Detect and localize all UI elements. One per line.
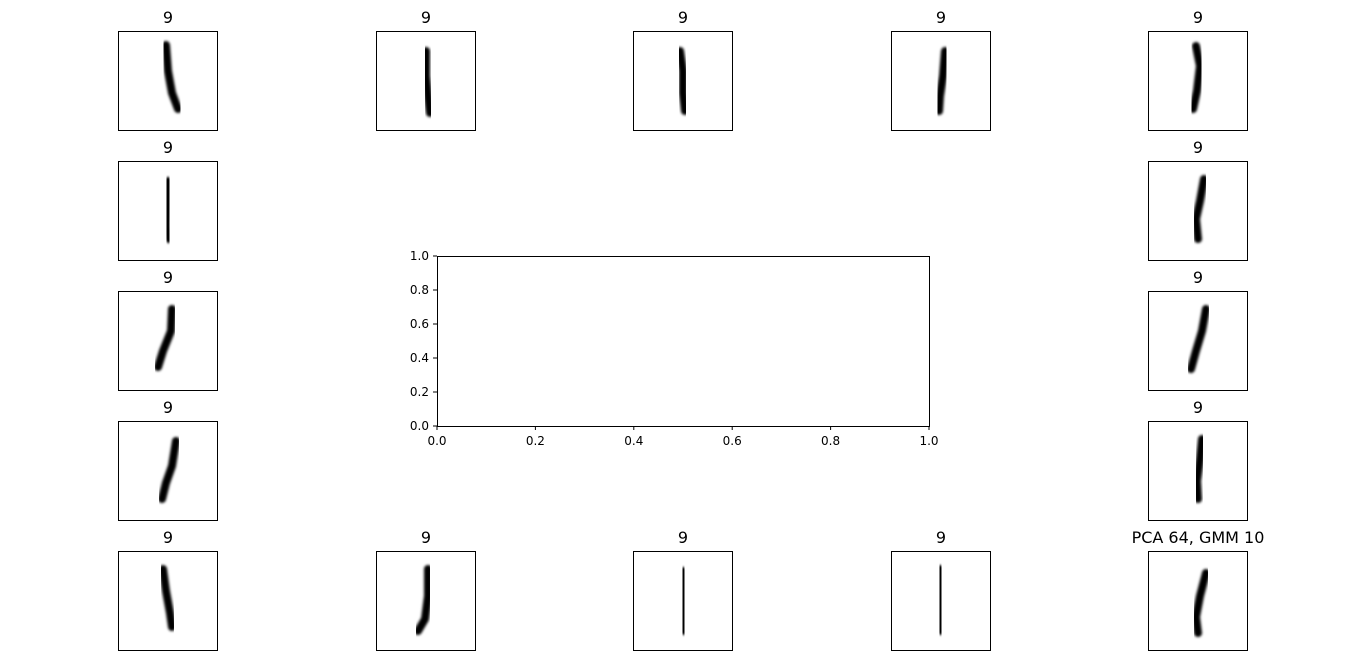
- digit-panel: 9: [633, 8, 733, 131]
- panel-frame: [633, 551, 733, 651]
- digit-panel: 9: [891, 8, 991, 131]
- panel-frame: [1148, 291, 1248, 391]
- panel-title: 9: [163, 398, 173, 417]
- x-tick-label: 0.4: [624, 434, 643, 448]
- y-tick-label: 0.6: [410, 317, 429, 331]
- panel-frame: [118, 551, 218, 651]
- digit-panel: 9: [1148, 8, 1248, 131]
- panel-title: 9: [163, 268, 173, 287]
- panel-frame: [1148, 421, 1248, 521]
- panel-frame: [118, 291, 218, 391]
- digit-stroke: [158, 437, 180, 503]
- digit-panel: 9: [633, 528, 733, 651]
- center-axes: 0.0 0.2 0.4 0.6 0.8 1.0 0.0 0.2 0.4 0.6 0.8 1.0: [410, 249, 939, 448]
- panel-frame: [376, 551, 476, 651]
- axes-frame: [437, 256, 930, 427]
- digit-panel: 9: [1148, 398, 1248, 521]
- digit-panel: 9: [118, 398, 218, 521]
- panel-title: 9: [163, 138, 173, 157]
- panel-frame: [891, 31, 991, 131]
- panel-frame: [891, 551, 991, 651]
- digit-stroke: [1192, 175, 1208, 243]
- panel-frame: [118, 161, 218, 261]
- x-tick-label: 0.0: [427, 434, 446, 448]
- y-tick-label: 0.2: [410, 385, 429, 399]
- digit-panel: 9: [118, 138, 218, 261]
- panel-frame: [118, 31, 218, 131]
- digit-stroke: [159, 565, 176, 631]
- digit-stroke: [936, 565, 945, 635]
- panel-frame: [1148, 161, 1248, 261]
- panel-title: 9: [1193, 268, 1203, 287]
- digit-panels: 9 9 9 9 9 9 9 9 9 9 9 9 9 9 9 PCA 64, GMM 10: [118, 8, 1265, 651]
- panel-title: PCA 64, GMM 10: [1132, 528, 1265, 547]
- digit-stroke: [163, 177, 173, 243]
- digit-stroke: [1187, 305, 1210, 373]
- x-tick-label: 0.8: [821, 434, 840, 448]
- y-tick-label: 1.0: [410, 249, 429, 263]
- digit-stroke: [676, 47, 689, 115]
- x-tick-label: 1.0: [919, 434, 938, 448]
- digit-panel: 9: [118, 8, 218, 131]
- y-tick-label: 0.8: [410, 283, 429, 297]
- digit-stroke: [935, 47, 949, 115]
- panel-title: 9: [678, 528, 688, 547]
- panel-title: 9: [1193, 8, 1203, 27]
- digit-stroke: [154, 305, 176, 371]
- digit-stroke: [1193, 435, 1206, 503]
- digit-panel: 9: [376, 528, 476, 651]
- panel-frame: [118, 421, 218, 521]
- panel-frame: [1148, 31, 1248, 131]
- panel-title: 9: [936, 528, 946, 547]
- digit-panel: 9: [376, 8, 476, 131]
- panel-title: 9: [421, 8, 431, 27]
- digit-panel: PCA 64, GMM 10: [1132, 528, 1265, 651]
- digit-panel: 9: [118, 528, 218, 651]
- panel-frame: [633, 31, 733, 131]
- panel-title: 9: [163, 8, 173, 27]
- panel-frame: [1148, 551, 1248, 651]
- digit-stroke: [162, 41, 182, 113]
- panel-title: 9: [936, 8, 946, 27]
- y-tick-label: 0.4: [410, 351, 429, 365]
- digit-panel: 9: [1148, 138, 1248, 261]
- digit-panel: 9: [891, 528, 991, 651]
- digit-stroke: [1189, 42, 1204, 113]
- panel-frame: [376, 31, 476, 131]
- panel-title: 9: [163, 528, 173, 547]
- x-tick-label: 0.2: [526, 434, 545, 448]
- digit-stroke: [1192, 569, 1210, 637]
- panel-title: 9: [1193, 398, 1203, 417]
- digit-stroke: [414, 565, 432, 635]
- digit-stroke: [422, 47, 434, 117]
- panel-title: 9: [421, 528, 431, 547]
- panel-title: 9: [1193, 138, 1203, 157]
- x-tick-label: 0.6: [723, 434, 742, 448]
- y-tick-label: 0.0: [410, 419, 429, 433]
- digit-stroke: [679, 567, 688, 635]
- digit-panel: 9: [1148, 268, 1248, 391]
- digit-panel: 9: [118, 268, 218, 391]
- panel-title: 9: [678, 8, 688, 27]
